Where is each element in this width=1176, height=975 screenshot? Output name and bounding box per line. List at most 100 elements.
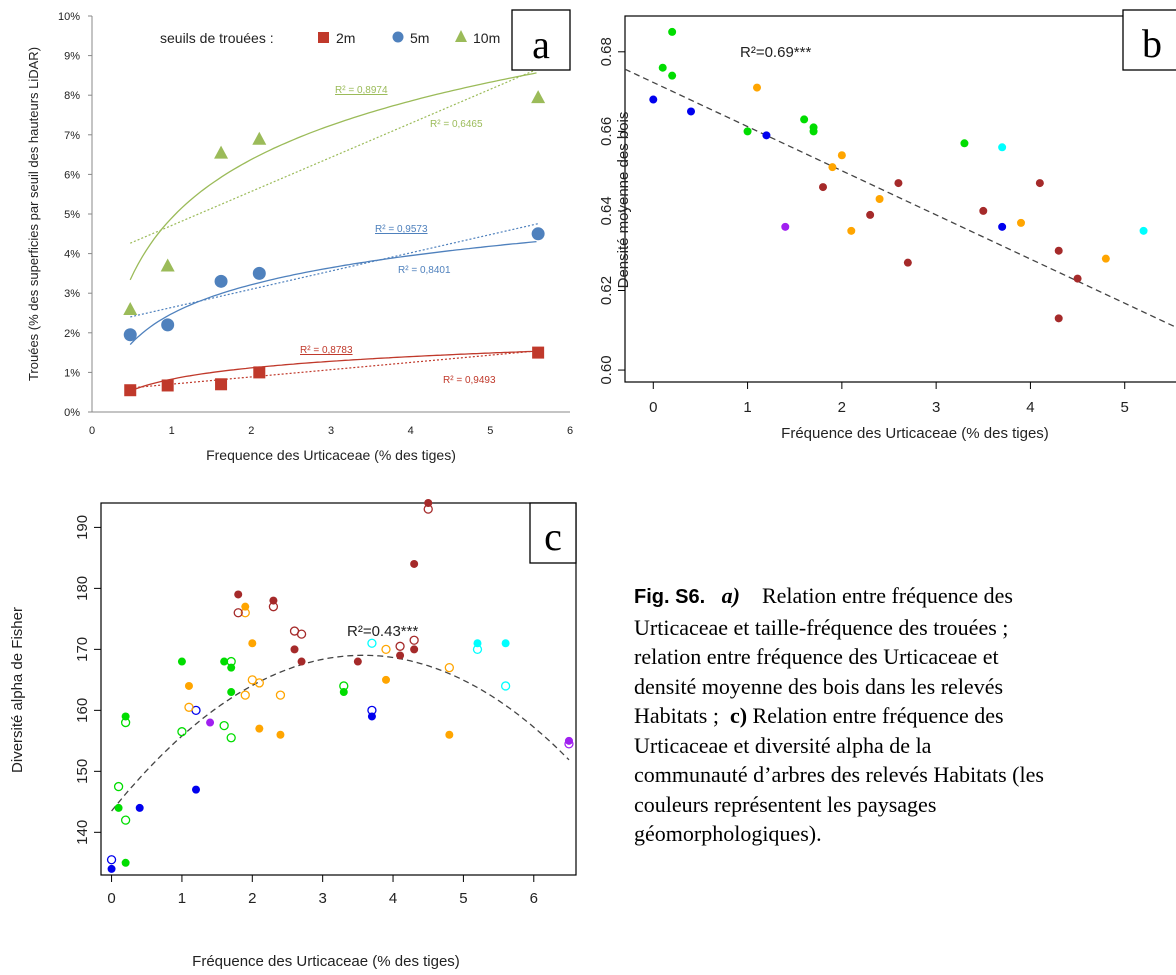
- data-point: [445, 730, 454, 739]
- x-tick-label: 2: [248, 425, 254, 437]
- data-point: [998, 222, 1007, 231]
- data-point: [531, 90, 546, 104]
- caption-fig-label: Fig. S6.: [634, 586, 706, 608]
- y-tick-label: 0.66: [598, 117, 615, 146]
- legend-entry: 5m: [410, 30, 429, 46]
- x-tick-label: 4: [1026, 399, 1034, 416]
- data-point: [501, 639, 510, 648]
- x-tick-label: 2: [248, 890, 256, 907]
- data-point-open: [120, 717, 131, 728]
- plot-frame: [100, 502, 577, 876]
- data-point-open: [367, 638, 377, 648]
- data-point: [762, 131, 771, 140]
- data-point: [809, 127, 818, 136]
- data-point: [184, 681, 193, 690]
- data-point: [531, 227, 545, 241]
- y-tick-label: 1%: [64, 367, 80, 379]
- y-tick-label: 0%: [64, 407, 80, 419]
- data-point-open: [409, 635, 419, 645]
- data-point: [255, 724, 264, 733]
- data-point-open: [106, 855, 117, 865]
- data-point: [960, 139, 969, 148]
- x-tick-label: 5: [487, 425, 493, 437]
- y-tick-label: 5%: [64, 209, 80, 221]
- y-tick-label: 0.62: [598, 276, 615, 305]
- data-point-open: [184, 702, 194, 712]
- x-tick-label: 3: [328, 425, 334, 437]
- data-point: [837, 151, 846, 160]
- data-point-open: [240, 608, 250, 618]
- data-point: [227, 688, 236, 697]
- data-point: [819, 183, 827, 192]
- data-point: [123, 328, 137, 342]
- panel-label-box: [529, 502, 577, 564]
- data-point: [252, 131, 267, 145]
- data-point: [1054, 314, 1063, 323]
- panel-label: a: [532, 22, 550, 67]
- data-point-open: [472, 644, 483, 655]
- data-point: [161, 318, 175, 332]
- x-tick-label: 2: [838, 399, 846, 416]
- data-point-open: [367, 705, 377, 715]
- caption-line-5: Habitats ; c) Relation entre fréquence d…: [634, 701, 1176, 731]
- y-tick-label: 160: [74, 698, 91, 723]
- data-point: [290, 645, 299, 654]
- data-point-open: [339, 681, 349, 691]
- caption-text-5a: Habitats ;: [634, 703, 719, 728]
- trend-line: [624, 68, 1176, 328]
- data-point: [248, 639, 257, 648]
- x-tick-label: 5: [459, 890, 467, 907]
- r2-log-label: R² = 0,9573: [375, 224, 428, 235]
- data-point: [121, 858, 130, 867]
- data-point: [192, 785, 200, 794]
- chart-panel-a: 0% 1% 2% 3% 4% 5% 6% 7% 8% 9% 10% 0 1 2 3 4 5 6 Frequence …: [26, 9, 573, 463]
- data-point: [753, 83, 761, 92]
- data-point: [114, 803, 123, 812]
- data-point: [1017, 218, 1025, 227]
- y-tick-label: 6%: [64, 169, 80, 181]
- log-trendline: [129, 72, 537, 281]
- data-point: [135, 803, 144, 812]
- r2-log-label: R² = 0,8974: [335, 85, 388, 96]
- x-tick-label: 3: [932, 399, 940, 416]
- data-point: [252, 266, 266, 280]
- y-axis-label: Densité moyenne des bois: [615, 112, 632, 289]
- caption-line-8: couleurs représentent les paysages: [634, 791, 937, 817]
- x-tick-label: 6: [567, 425, 573, 437]
- data-point: [998, 143, 1007, 152]
- data-point-open: [226, 733, 236, 743]
- figure-caption: Fig. S6. a) Relation entre fréquence des…: [634, 581, 1176, 849]
- data-point: [1101, 254, 1110, 263]
- data-point-open: [113, 781, 124, 792]
- data-point-open: [177, 727, 187, 737]
- data-point-open: [120, 815, 131, 825]
- x-axis-label: Fréquence des Urticaceae (% des tiges): [192, 953, 460, 970]
- caption-line-1: Fig. S6. a) Relation entre fréquence des: [634, 581, 1176, 613]
- caption-line-7: communauté d’arbres des relevés Habitats…: [634, 762, 1044, 787]
- panel-label-box: [511, 9, 571, 71]
- data-point: [107, 864, 116, 873]
- r2-linear-label: R² = 0,9493: [443, 375, 496, 386]
- data-point-open: [240, 690, 250, 700]
- x-tick-label: 0: [107, 890, 115, 907]
- x-tick-label: 4: [408, 425, 414, 437]
- data-point: [123, 302, 138, 316]
- caption-text-5b: Relation entre fréquence des: [752, 703, 1004, 728]
- x-axis-label: Fréquence des Urticaceae (% des tiges): [781, 425, 1049, 442]
- data-point: [161, 379, 174, 392]
- r2-annotation: R²=0.69***: [740, 44, 811, 61]
- caption-line-2: Urticaceae et taille-fréquence des troué…: [634, 614, 1009, 640]
- data-point: [668, 71, 677, 80]
- y-tick-label: 140: [74, 820, 91, 845]
- y-axis-label: Trouées (% des superficies par seuil des…: [26, 47, 41, 381]
- data-point: [353, 657, 362, 666]
- panel-label: b: [1142, 21, 1162, 66]
- data-point-open: [275, 690, 286, 700]
- linear-trendline: [130, 350, 539, 389]
- y-tick-label: 8%: [64, 90, 80, 102]
- x-tick-label: 5: [1121, 399, 1129, 416]
- data-point: [866, 210, 875, 219]
- data-point: [1073, 274, 1082, 283]
- data-point: [382, 675, 390, 684]
